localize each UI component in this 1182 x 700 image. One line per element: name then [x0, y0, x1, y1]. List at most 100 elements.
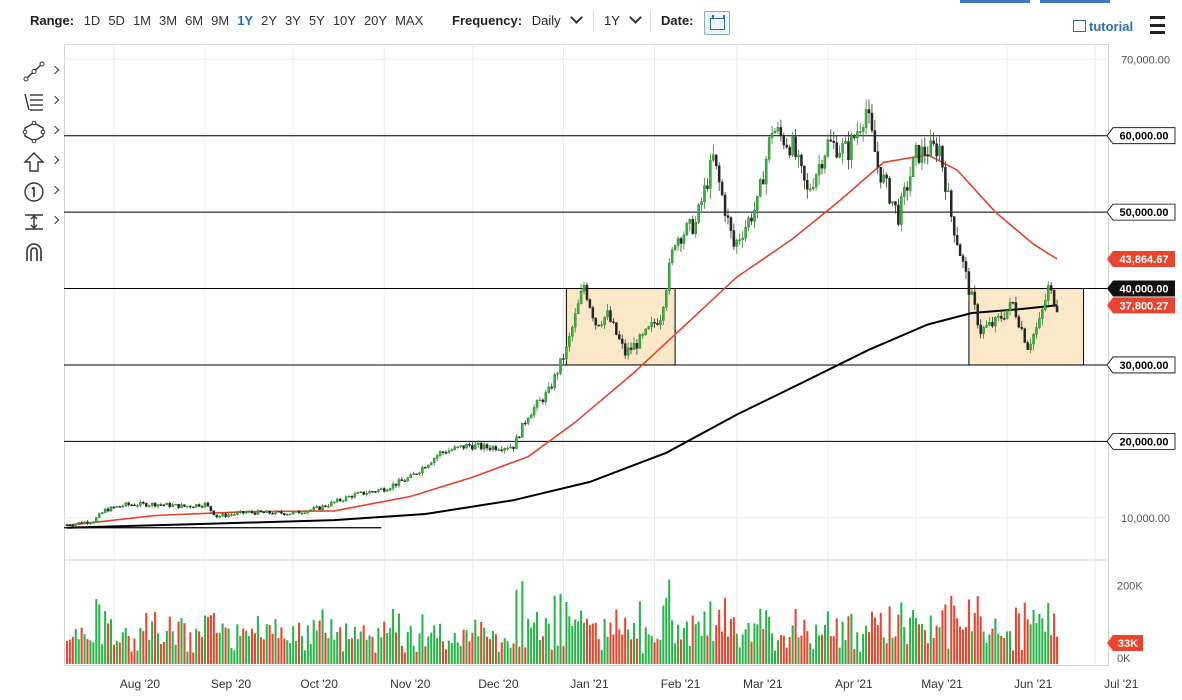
volume-bar: [867, 632, 871, 664]
y-tick-label: 70,000.00: [1121, 54, 1170, 66]
candle-body: [327, 505, 330, 508]
range-button-5y[interactable]: 5Y: [308, 13, 325, 28]
volume-bar: [459, 646, 462, 664]
ma200-value-tag: 37,800.27: [1107, 297, 1175, 314]
volume-bar: [515, 589, 518, 664]
trendline-tool[interactable]: [22, 60, 62, 90]
magnet-tool[interactable]: [22, 240, 62, 270]
volume-bar: [912, 610, 915, 664]
candle-body: [388, 488, 392, 491]
candle-body: [162, 504, 166, 506]
frequency-selector[interactable]: Frequency: Daily: [452, 11, 584, 28]
volume-bar: [447, 640, 450, 664]
candle-body: [997, 315, 1000, 318]
range-button-1d[interactable]: 1D: [83, 13, 101, 28]
fibonacci-tool[interactable]: [22, 90, 62, 120]
volume-bar: [406, 631, 409, 664]
candle-body: [967, 271, 971, 295]
range-button-6m[interactable]: 6M: [185, 13, 204, 28]
candle-body: [588, 299, 592, 308]
measure-tool[interactable]: [22, 210, 62, 240]
volume-bar: [703, 611, 706, 664]
volume-bar: [771, 633, 774, 664]
volume-bar: [879, 612, 882, 664]
candle-body: [582, 284, 586, 292]
range-button-3m[interactable]: 3M: [159, 13, 178, 28]
volume-bar: [265, 624, 268, 664]
candle-body: [688, 219, 692, 224]
candle-body: [703, 185, 706, 202]
x-tick-label: May '21: [921, 677, 963, 691]
period-value[interactable]: 1Y: [604, 13, 620, 28]
range-button-3y[interactable]: 3Y: [285, 13, 301, 28]
volume-bar: [127, 636, 130, 664]
volume-bar: [107, 623, 110, 664]
menu-icon[interactable]: [1150, 16, 1165, 34]
volume-bar: [541, 636, 544, 664]
arrow-tool[interactable]: [22, 150, 62, 180]
range-button-max[interactable]: MAX: [395, 13, 424, 28]
volume-bar: [327, 638, 330, 664]
tutorial-link[interactable]: tutorial: [1073, 19, 1133, 34]
shape-tool[interactable]: [22, 120, 62, 150]
candle-body: [594, 317, 598, 326]
calendar-icon[interactable]: [704, 11, 730, 35]
candle-body: [244, 511, 248, 514]
volume-bar: [309, 643, 312, 664]
candle-body: [203, 502, 207, 507]
frequency-value[interactable]: Daily: [531, 13, 561, 28]
volume-bar: [345, 623, 348, 664]
candle-body: [109, 506, 113, 512]
candle-body: [620, 338, 624, 344]
annotation-tool[interactable]: [22, 180, 62, 210]
candle-body: [183, 504, 186, 507]
candle-body: [888, 177, 891, 204]
candle-body: [565, 346, 568, 360]
volume-bar: [870, 611, 873, 664]
candle-body: [788, 146, 791, 156]
candle-body: [982, 327, 985, 334]
volume-bar: [1032, 610, 1035, 664]
volume-bar: [929, 615, 932, 664]
volume-bar: [359, 631, 362, 664]
volume-bar: [430, 632, 433, 664]
candle-body: [647, 326, 650, 330]
candle-body: [615, 322, 618, 335]
volume-bar: [580, 610, 583, 664]
volume-bar: [274, 619, 277, 664]
volume-bar: [994, 618, 997, 664]
volume-bar: [403, 652, 406, 664]
volume-bar: [439, 623, 442, 664]
candle-body: [926, 155, 930, 157]
candle-body: [397, 479, 401, 486]
range-button-1m[interactable]: 1M: [132, 13, 151, 28]
range-button-5d[interactable]: 5D: [108, 13, 125, 28]
tutorial-label[interactable]: tutorial: [1089, 19, 1134, 34]
range-button-2y[interactable]: 2Y: [261, 13, 277, 28]
period-selector[interactable]: 1Y: [604, 11, 643, 28]
candle-body: [476, 442, 480, 445]
volume-bar: [336, 631, 339, 664]
range-button-1y[interactable]: 1Y: [237, 13, 254, 28]
range-button-9m[interactable]: 9M: [211, 13, 230, 28]
candle-body: [89, 522, 92, 524]
candle-body: [321, 505, 324, 510]
candle-body: [391, 483, 395, 489]
volume-bar: [547, 623, 550, 664]
volume-bar: [982, 631, 985, 664]
candle-body: [623, 343, 627, 356]
candle-body: [929, 140, 932, 157]
volume-bar: [480, 621, 483, 664]
volume-bar: [206, 617, 209, 664]
candle-body: [838, 152, 841, 158]
volume-bar: [1029, 624, 1032, 664]
range-button-20y[interactable]: 20Y: [363, 13, 388, 28]
volume-bar: [92, 642, 95, 664]
candle-body: [958, 244, 962, 256]
candle-body: [465, 444, 468, 449]
range-button-10y[interactable]: 10Y: [332, 13, 356, 28]
volume-bar: [882, 637, 885, 664]
volume-bar: [312, 620, 315, 664]
candle-body: [764, 159, 768, 185]
